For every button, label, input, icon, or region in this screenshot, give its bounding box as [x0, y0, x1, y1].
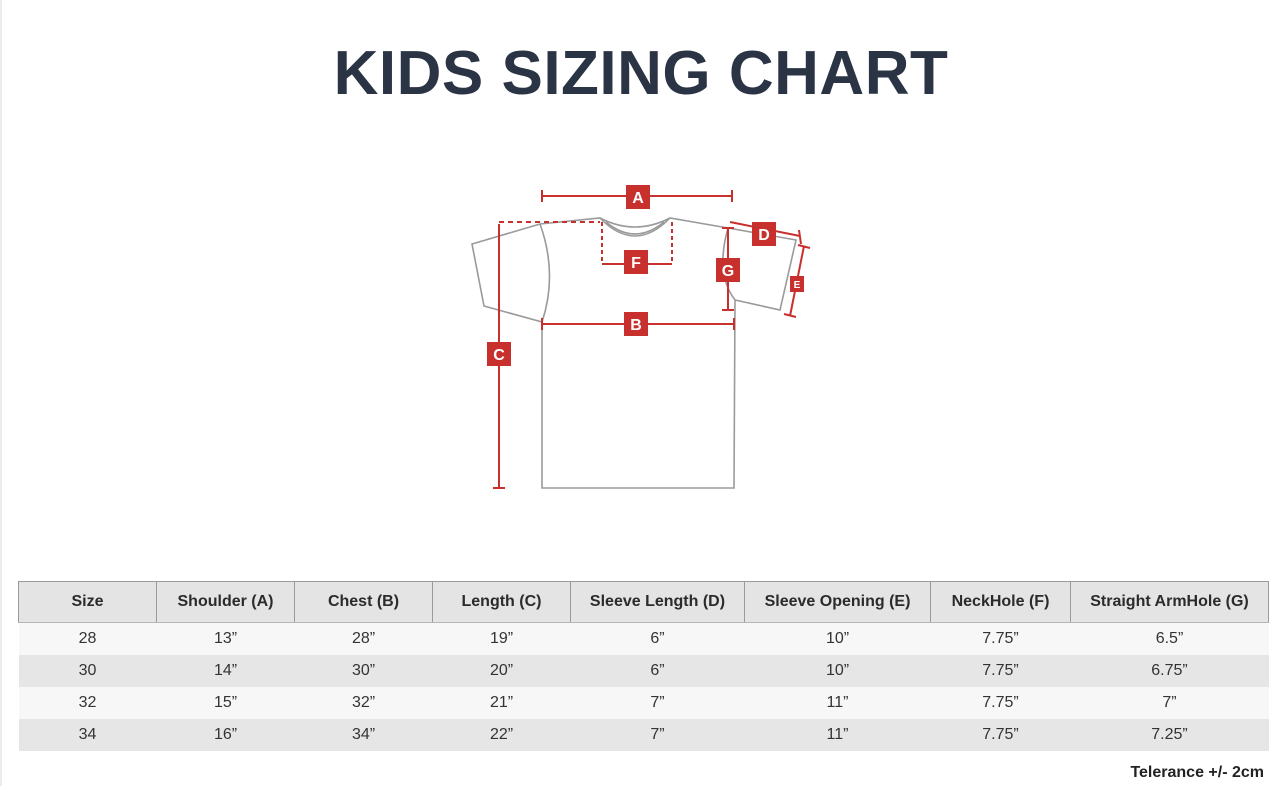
table-cell: 7.75”: [930, 719, 1071, 751]
table-cell: 7”: [570, 719, 745, 751]
tshirt-measurement-diagram: A B C D E F G: [471, 185, 811, 489]
table-cell: 16”: [156, 719, 295, 751]
header-straight-armhole: Straight ArmHole (G): [1070, 581, 1269, 623]
table-cell: 32”: [294, 687, 433, 719]
table-cell: 34”: [294, 719, 433, 751]
table-cell: 11”: [744, 719, 931, 751]
table-cell: 6.5”: [1070, 622, 1269, 655]
label-c-tag: C: [487, 342, 511, 366]
sizing-table: Size Shoulder (A) Chest (B) Length (C) S…: [18, 581, 1269, 751]
table-cell: 7.75”: [930, 655, 1071, 687]
table-cell: 30”: [294, 655, 433, 687]
label-g-tag: G: [716, 258, 740, 282]
tolerance-note: Telerance +/- 2cm: [1130, 764, 1264, 781]
table-cell: 10”: [744, 655, 931, 687]
table-cell: 7”: [570, 687, 745, 719]
table-header-row: Size Shoulder (A) Chest (B) Length (C) S…: [18, 581, 1269, 623]
table-cell: 11”: [744, 687, 931, 719]
svg-text:E: E: [794, 280, 801, 291]
table-cell: 14”: [156, 655, 295, 687]
tshirt-outline-icon: [471, 217, 797, 489]
table-cell: 10”: [744, 622, 931, 655]
header-size: Size: [18, 581, 157, 623]
table-cell: 28”: [294, 622, 433, 655]
table-row: 32 15” 32” 21” 7” 11” 7.75” 7”: [18, 687, 1269, 719]
header-chest: Chest (B): [294, 581, 433, 623]
table-row: 28 13” 28” 19” 6” 10” 7.75” 6.5”: [18, 622, 1269, 655]
table-row: 34 16” 34” 22” 7” 11” 7.75” 7.25”: [18, 719, 1269, 751]
table-cell: 28: [18, 622, 157, 655]
header-shoulder: Shoulder (A): [156, 581, 295, 623]
label-e-tag: E: [790, 276, 804, 292]
header-sleeve-opening: Sleeve Opening (E): [744, 581, 931, 623]
table-cell: 34: [18, 719, 157, 751]
table-cell: 19”: [432, 622, 571, 655]
label-f-tag: F: [624, 250, 648, 274]
table-row: 30 14” 30” 20” 6” 10” 7.75” 6.75”: [18, 655, 1269, 687]
label-b-tag: B: [624, 312, 648, 336]
table-cell: 32: [18, 687, 157, 719]
left-border: [0, 0, 2, 786]
svg-text:C: C: [493, 347, 505, 364]
table-cell: 7”: [1070, 687, 1269, 719]
table-cell: 7.25”: [1070, 719, 1269, 751]
label-a-tag: A: [626, 185, 650, 209]
svg-text:F: F: [631, 255, 641, 272]
table-cell: 7.75”: [930, 622, 1071, 655]
table-cell: 7.75”: [930, 687, 1071, 719]
page-title: KIDS SIZING CHART: [333, 39, 949, 108]
table-cell: 13”: [156, 622, 295, 655]
svg-text:A: A: [632, 190, 644, 207]
svg-text:B: B: [630, 317, 642, 334]
table-cell: 21”: [432, 687, 571, 719]
svg-text:D: D: [758, 227, 770, 244]
table-cell: 20”: [432, 655, 571, 687]
svg-text:G: G: [722, 263, 734, 280]
label-d-tag: D: [752, 222, 776, 246]
table-cell: 15”: [156, 687, 295, 719]
header-length: Length (C): [432, 581, 571, 623]
header-neckhole: NeckHole (F): [930, 581, 1071, 623]
table-cell: 6.75”: [1070, 655, 1269, 687]
table-cell: 22”: [432, 719, 571, 751]
header-sleeve-length: Sleeve Length (D): [570, 581, 745, 623]
table-cell: 6”: [570, 622, 745, 655]
table-cell: 30: [18, 655, 157, 687]
table-cell: 6”: [570, 655, 745, 687]
